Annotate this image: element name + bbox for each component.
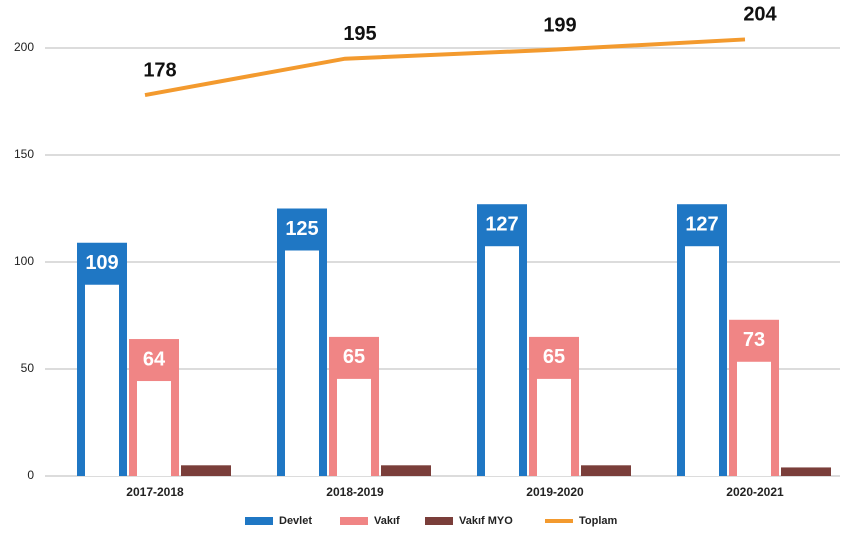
x-tick-label: 2019-2020 (526, 485, 584, 499)
bar-label: 65 (343, 346, 365, 368)
bar-inner (337, 378, 371, 476)
bar (581, 465, 631, 476)
legend-swatch (340, 517, 368, 525)
bar (381, 465, 431, 476)
bar-inner (85, 284, 119, 476)
bar (781, 467, 831, 476)
bar-label: 109 (85, 252, 118, 274)
y-tick-label: 150 (14, 147, 34, 161)
bar-inner (685, 246, 719, 476)
bar-inner (737, 361, 771, 476)
line-label: 199 (543, 14, 576, 36)
bar-inner (285, 250, 319, 476)
legend-label: Vakıf (374, 515, 400, 527)
bar-label: 5 (200, 475, 211, 497)
legend-swatch (425, 517, 453, 525)
y-tick-label: 100 (14, 254, 34, 268)
line-label: 195 (343, 23, 376, 45)
bar-label: 5 (400, 475, 411, 497)
bar-label: 125 (285, 218, 318, 240)
legend-label: Toplam (579, 515, 618, 527)
legend-label: Devlet (279, 515, 312, 527)
bar-label: 65 (543, 346, 565, 368)
bar-label: 73 (743, 329, 765, 351)
y-tick-label: 0 (27, 468, 34, 482)
bar-inner (137, 381, 171, 476)
x-tick-label: 2020-2021 (726, 485, 784, 499)
x-tick-label: 2018-2019 (326, 485, 384, 499)
bar-inner (537, 378, 571, 476)
y-tick-label: 50 (21, 361, 35, 375)
x-tick-label: 2017-2018 (126, 485, 184, 499)
line-label: 178 (143, 59, 176, 81)
bar-label: 127 (485, 214, 518, 236)
bar-label: 64 (143, 348, 166, 370)
bar-label: 4 (800, 477, 812, 499)
y-tick-label: 200 (14, 40, 34, 54)
line (144, 37, 746, 98)
bar-label: 5 (600, 475, 611, 497)
line-label: 204 (743, 4, 777, 26)
bar-label: 127 (685, 214, 718, 236)
legend-label: Vakıf MYO (459, 515, 513, 527)
bar-inner (485, 246, 519, 476)
legend-swatch (245, 517, 273, 525)
bar (181, 465, 231, 476)
